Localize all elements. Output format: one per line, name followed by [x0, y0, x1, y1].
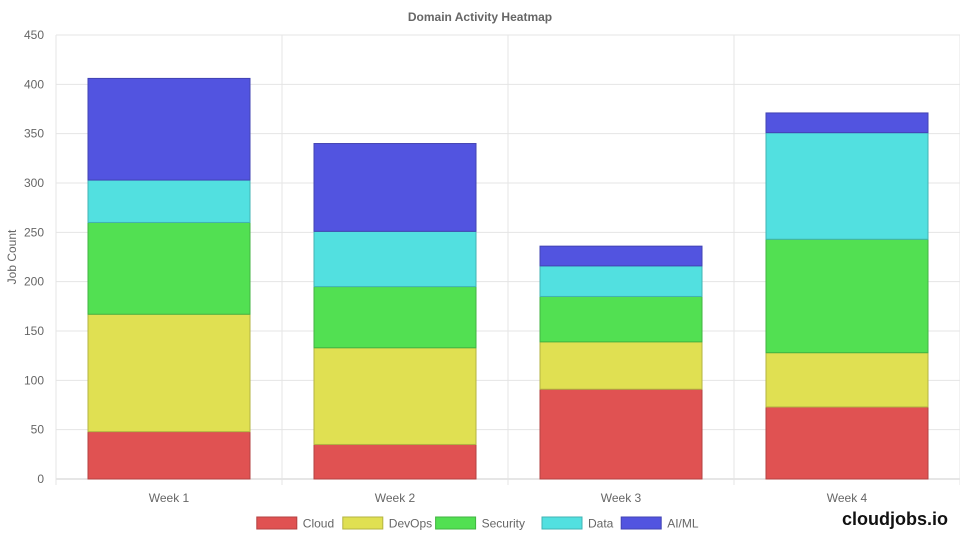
y-tick-label: 300 — [24, 176, 44, 190]
bar-security-2 — [313, 286, 477, 349]
bar-data-4 — [765, 132, 929, 240]
y-tick-label: 150 — [24, 324, 44, 338]
y-tick-label: 100 — [24, 373, 44, 387]
bar-cloud-1 — [87, 431, 251, 480]
x-tick-label: Week 2 — [375, 491, 416, 505]
bar-devops-1 — [87, 313, 251, 433]
y-axis-label: Job Count — [5, 229, 19, 284]
brand-logo: cloudjobs.io — [842, 509, 948, 529]
chart-title: Domain Activity Heatmap — [408, 10, 552, 24]
bar-security-3 — [539, 295, 703, 343]
bar-security-1 — [87, 221, 251, 315]
legend-label: Data — [588, 517, 614, 531]
bar-devops-2 — [313, 347, 477, 445]
bar-cloud-2 — [313, 443, 477, 480]
x-tick-label: Week 4 — [827, 491, 868, 505]
bar-devops-3 — [539, 341, 703, 390]
y-tick-label: 0 — [37, 472, 44, 486]
legend-swatch-cloud — [256, 516, 298, 530]
y-tick-label: 200 — [24, 275, 44, 289]
bar-aiml-2 — [313, 143, 477, 232]
legend-label: Security — [482, 517, 525, 531]
bar-security-4 — [765, 238, 929, 354]
bar-devops-4 — [765, 352, 929, 408]
bar-data-2 — [313, 230, 477, 288]
y-tick-label: 350 — [24, 127, 44, 141]
legend-label: AI/ML — [667, 517, 699, 531]
x-tick-label: Week 3 — [601, 491, 642, 505]
bar-cloud-3 — [539, 388, 703, 480]
y-tick-label: 250 — [24, 225, 44, 239]
bar-cloud-4 — [765, 406, 929, 480]
bar-data-3 — [539, 265, 703, 297]
legend-swatch-aiml — [620, 516, 662, 530]
legend-label: Cloud — [303, 517, 334, 531]
legend-swatch-devops — [342, 516, 384, 530]
bar-data-1 — [87, 179, 251, 223]
legend-swatch-data — [541, 516, 583, 530]
bar-aiml-4 — [765, 112, 929, 134]
y-tick-label: 400 — [24, 77, 44, 91]
y-tick-label: 50 — [31, 423, 45, 437]
legend-swatch-security — [435, 516, 477, 530]
x-tick-label: Week 1 — [149, 491, 190, 505]
bar-aiml-1 — [87, 77, 251, 181]
legend-label: DevOps — [389, 517, 432, 531]
bar-aiml-3 — [539, 245, 703, 267]
y-tick-label: 450 — [24, 28, 44, 42]
